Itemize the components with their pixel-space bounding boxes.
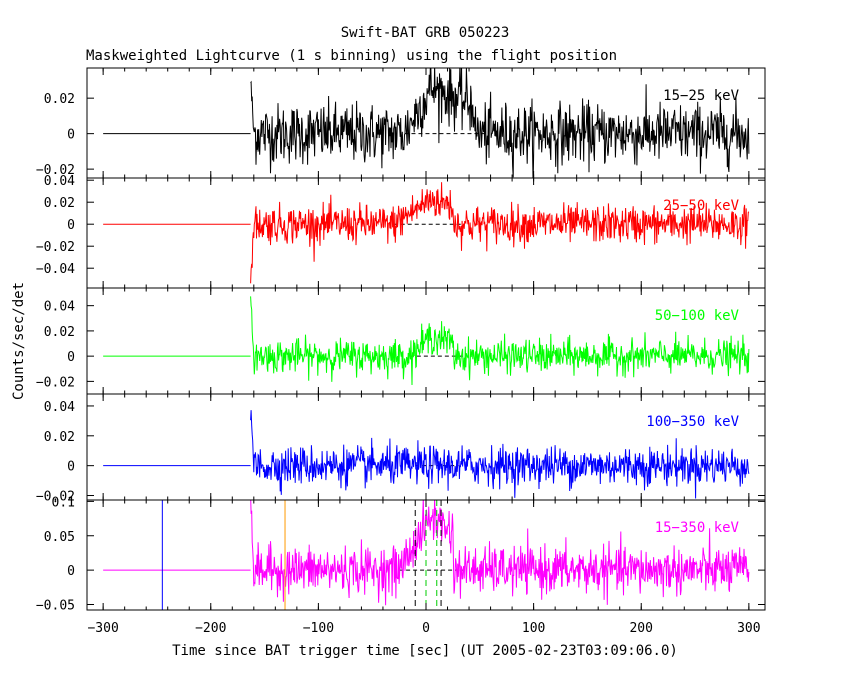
panel-3: −0.02 0 0.02 0.04 100−350 keV	[36, 393, 766, 505]
x-tick-label: 100	[522, 621, 545, 636]
x-tick-label: −200	[195, 621, 226, 636]
series-line	[250, 500, 750, 606]
series-legend-label: 100−350 keV	[646, 414, 739, 430]
x-tick-label: 0	[422, 621, 430, 636]
series-legend-label: 50−100 keV	[655, 308, 740, 324]
panels-group: −0.02 0 0.02 15−25 keV −0.04 −0.02 0 0.02 0.04 25…	[36, 67, 766, 614]
y-tick-label: 0.04	[44, 400, 75, 415]
y-tick-label: 0.02	[44, 325, 75, 340]
x-tick-label: −100	[303, 621, 334, 636]
y-tick-label: 0.05	[44, 530, 75, 545]
series-line	[250, 68, 750, 178]
y-tick-label: 0.02	[44, 92, 75, 107]
panel-4: −0.05 0 0.05 0.1 15−350 keV	[36, 495, 766, 614]
chart-subtitle: Maskweighted Lightcurve (1 s binning) us…	[86, 48, 617, 64]
y-tick-label: 0.04	[44, 174, 75, 189]
y-tick-label: 0	[67, 128, 75, 143]
chart-title: Swift-BAT GRB 050223	[341, 25, 510, 41]
panel-2: −0.02 0 0.02 0.04 50−100 keV	[36, 287, 766, 395]
y-tick-label: −0.02	[36, 375, 75, 390]
x-tick-label: 300	[737, 621, 760, 636]
y-tick-label: 0	[67, 564, 75, 579]
y-tick-label: −0.04	[36, 262, 75, 277]
y-tick-label: 0.04	[44, 300, 75, 315]
panel-frame	[86, 393, 766, 501]
panel-frame	[86, 177, 766, 289]
x-tick-label: −300	[87, 621, 118, 636]
y-tick-label: −0.02	[36, 240, 75, 255]
y-tick-label: 0	[67, 460, 75, 475]
y-tick-label: 0	[67, 218, 75, 233]
y-tick-label: −0.05	[36, 599, 75, 614]
y-tick-label: 0.02	[44, 196, 75, 211]
series-legend-label: 15−25 keV	[663, 88, 739, 104]
series-line	[250, 296, 750, 386]
panel-frame	[86, 287, 766, 395]
x-tick-labels: −300 −200 −100 0 100 200 300	[87, 621, 760, 636]
y-tick-label: 0.1	[52, 495, 75, 510]
y-tick-label: −0.02	[36, 490, 75, 505]
panel-0: −0.02 0 0.02 15−25 keV	[36, 67, 766, 179]
y-tick-label: −0.02	[36, 163, 75, 178]
series-line	[250, 182, 750, 284]
x-axis-label: Time since BAT trigger time [sec] (UT 20…	[172, 643, 678, 659]
y-axis-label: Counts/sec/det	[11, 282, 27, 400]
series-legend-label: 15−350 keV	[655, 520, 740, 536]
y-tick-label: 0.02	[44, 430, 75, 445]
y-tick-label: 0	[67, 350, 75, 365]
series-legend-label: 25−50 keV	[663, 198, 739, 214]
panel-1: −0.04 −0.02 0 0.02 0.04 25−50 keV	[36, 174, 766, 289]
series-line	[250, 410, 750, 499]
x-tick-label: 200	[629, 621, 652, 636]
